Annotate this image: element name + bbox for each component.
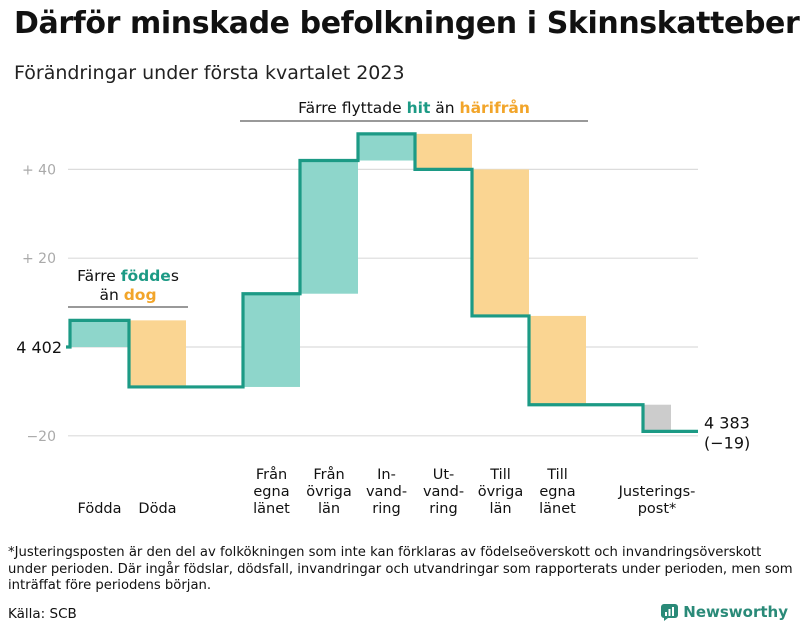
category-label: övriga [306, 484, 352, 500]
y-tick-label: + 40 [22, 162, 56, 178]
annotation-births-deaths: Färre föddes [77, 267, 179, 285]
chart-subtitle: Förändringar under första kvartalet 2023 [14, 62, 405, 84]
waterfall-bar [70, 320, 129, 347]
category-label: övriga [478, 484, 524, 500]
cumulative-step-line [66, 132, 698, 433]
category-label: Till [546, 467, 568, 483]
category-label: ring [429, 501, 457, 517]
start-value-label: 4 402 [16, 338, 62, 357]
category-label: länet [253, 501, 290, 517]
source-label: Källa: SCB [8, 606, 77, 622]
waterfall-bar [243, 293, 300, 387]
chart-title: Därför minskade befolkningen i Skinnskat… [14, 6, 800, 41]
category-label: ring [372, 501, 400, 517]
category-label: länet [539, 501, 576, 517]
end-change-label: (−19) [704, 433, 750, 452]
waterfall-bar [643, 404, 671, 432]
category-label: egna [253, 484, 289, 500]
footnote: *Justeringsposten är den del av folkökni… [8, 545, 793, 593]
brand-logo[interactable]: Newsworthy [661, 603, 788, 621]
waterfall-bar [529, 315, 586, 405]
category-label: Döda [138, 501, 176, 517]
category-label: Från [313, 466, 344, 483]
y-tick-label: −20 [26, 429, 56, 445]
waterfall-bar [472, 169, 529, 316]
waterfall-bar [358, 133, 415, 161]
category-label: Ut- [433, 467, 455, 483]
y-tick-label: + 20 [22, 251, 56, 267]
newsworthy-logo-icon [661, 603, 679, 621]
category-label: Justerings- [618, 484, 696, 500]
annotation-migration: Färre flyttade hit än härifrån [298, 98, 530, 117]
category-label: län [318, 501, 340, 517]
category-label: post* [638, 501, 677, 517]
annotation-births-deaths: än dog [99, 286, 156, 304]
category-label: län [489, 501, 511, 517]
category-label: vand- [366, 484, 407, 500]
end-value-label: 4 383 [704, 413, 750, 432]
brand-name: Newsworthy [683, 603, 788, 621]
waterfall-bar [129, 320, 186, 387]
waterfall-bar [300, 160, 358, 294]
category-label: Till [489, 467, 511, 483]
category-label: Födda [78, 501, 122, 517]
category-label: egna [539, 484, 575, 500]
category-label: In- [377, 467, 396, 483]
category-label: vand- [423, 484, 464, 500]
waterfall-bar [415, 133, 472, 170]
category-label: Från [256, 466, 287, 483]
